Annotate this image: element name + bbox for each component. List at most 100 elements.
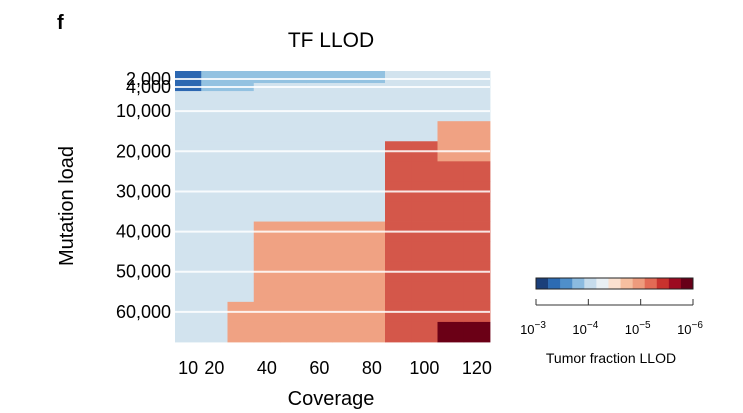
- heatmap-cell: [411, 71, 438, 84]
- heatmap-cell: [280, 241, 307, 263]
- heatmap-cell: [227, 281, 255, 303]
- y-tick-label: 40,000: [116, 222, 171, 242]
- heatmap-cell: [411, 201, 438, 222]
- colorbar-tick-label: 10−4: [572, 320, 598, 337]
- x-tick-label: 80: [362, 358, 382, 378]
- y-tick-label: 4,000: [126, 77, 171, 97]
- heatmap-cell: [175, 201, 202, 222]
- heatmap-cell: [201, 107, 228, 122]
- colorbar-swatch: [608, 278, 621, 289]
- heatmap-cell: [253, 321, 281, 343]
- y-axis-label: Mutation load: [56, 146, 78, 266]
- heatmap-cell: [280, 321, 307, 343]
- heatmap-cell: [201, 121, 228, 142]
- heatmap-cell: [463, 99, 491, 108]
- heatmap-cell: [306, 71, 333, 84]
- heatmap-cell: [253, 107, 281, 122]
- panel-letter: f: [57, 12, 64, 34]
- heatmap-cell: [306, 91, 333, 100]
- heatmap-cell: [175, 107, 202, 122]
- heatmap-cell: [253, 281, 281, 303]
- heatmap-cell: [227, 321, 255, 343]
- heatmap-cell: [411, 161, 438, 182]
- colorbar-swatch: [560, 278, 573, 289]
- heatmap-cell: [463, 121, 491, 142]
- colorbar-swatch: [620, 278, 633, 289]
- colorbar-swatch: [644, 278, 658, 289]
- heatmap-cell: [437, 121, 465, 142]
- heatmap-cell: [437, 241, 465, 263]
- heatmap-cell: [253, 71, 281, 84]
- heatmap-cell: [280, 99, 307, 108]
- x-tick-label: 40: [257, 358, 277, 378]
- heatmap-cell: [358, 161, 386, 182]
- heatmap-cell: [201, 91, 228, 100]
- heatmap-cell: [411, 107, 438, 122]
- x-tick-label: 10: [178, 358, 198, 378]
- heatmap-cell: [437, 99, 465, 108]
- x-tick-label: 100: [409, 358, 439, 378]
- heatmap-cell: [175, 281, 202, 303]
- colorbar-swatch: [680, 278, 694, 289]
- heatmap-cell: [437, 321, 465, 343]
- heatmap-cell: [332, 71, 360, 84]
- heatmap-cell: [201, 201, 228, 222]
- heatmap-cell: [306, 121, 333, 142]
- colorbar-frame: [535, 277, 694, 290]
- y-tick-label: 20,000: [116, 141, 171, 161]
- heatmap-cell: [253, 201, 281, 222]
- heatmap-cell: [201, 71, 228, 84]
- heatmap-cell: [358, 321, 386, 343]
- heatmap-cell: [227, 201, 255, 222]
- colorbar-swatch: [596, 278, 609, 289]
- heatmap-cell: [385, 71, 412, 84]
- heatmap-cell: [411, 121, 438, 142]
- heatmap-cell: [332, 161, 360, 182]
- colorbar: 10−3 10−4 10−5 10−6: [520, 277, 703, 337]
- heatmap-cell: [332, 201, 360, 222]
- y-tick-label: 50,000: [116, 262, 171, 282]
- colorbar-label: Tumor fraction LLOD: [546, 350, 676, 366]
- heatmap-cell: [463, 201, 491, 222]
- heatmap-cell: [358, 241, 386, 263]
- heatmap-cell: [358, 201, 386, 222]
- heatmap-cell: [411, 321, 438, 343]
- heatmap-cell: [385, 321, 412, 343]
- heatmap-cell: [411, 99, 438, 108]
- colorbar-tick-label: 10−3: [520, 320, 546, 337]
- heatmap-cell: [175, 91, 202, 100]
- heatmap-cell: [253, 91, 281, 100]
- heatmap-cell: [385, 161, 412, 182]
- chart-title: TF LLOD: [288, 29, 374, 52]
- heatmap-cell: [463, 91, 491, 100]
- heatmap-cell: [201, 321, 228, 343]
- heatmap-cell: [463, 321, 491, 343]
- heatmap-cell: [332, 281, 360, 303]
- heatmap-cell: [385, 241, 412, 263]
- heatmap-cell: [306, 201, 333, 222]
- heatmap-cell: [175, 161, 202, 182]
- heatmap-cell: [280, 121, 307, 142]
- y-tick-label: 2,000: [126, 69, 171, 89]
- heatmap-cell: [253, 121, 281, 142]
- heatmap-cell: [437, 281, 465, 303]
- heatmap-cell: [175, 71, 202, 84]
- heatmap-cell: [201, 281, 228, 303]
- heatmap-cell: [463, 241, 491, 263]
- colorbar-tick-label: 10−6: [677, 320, 703, 337]
- colorbar-swatch: [632, 278, 645, 289]
- heatmap-cell: [306, 161, 333, 182]
- heatmap-cell: [385, 121, 412, 142]
- heatmap-cell: [437, 91, 465, 100]
- heatmap-cell: [227, 107, 255, 122]
- heatmap-cell: [463, 71, 491, 84]
- heatmap-cell: [385, 201, 412, 222]
- x-axis-label: Coverage: [288, 388, 375, 410]
- y-tick-label: 60,000: [116, 302, 171, 322]
- heatmap-cell: [358, 99, 386, 108]
- heatmap-cell: [385, 99, 412, 108]
- heatmap-cell: [411, 91, 438, 100]
- heatmap-cell: [280, 107, 307, 122]
- heatmap-cell: [201, 241, 228, 263]
